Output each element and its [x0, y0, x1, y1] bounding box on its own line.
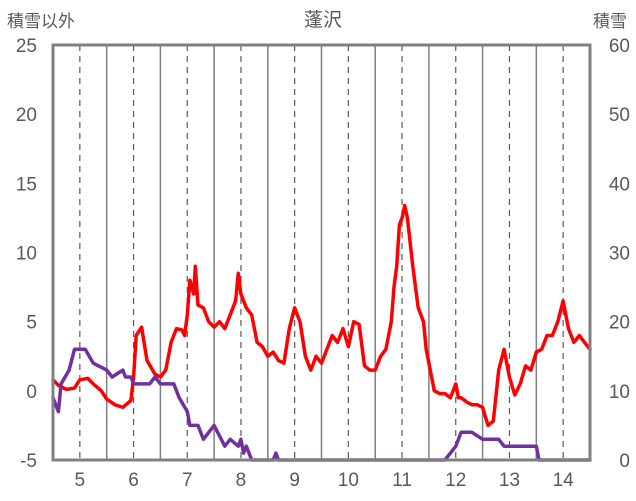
y-right-tick-label: 30	[609, 244, 630, 265]
y-left-tick-label: 15	[16, 174, 37, 195]
y-left-tick-label: 10	[16, 244, 37, 265]
y-left-tick-label: 25	[16, 36, 37, 57]
y-right-tick-label: 40	[609, 174, 630, 195]
x-tick-label: 10	[338, 470, 359, 491]
series-line-2	[51, 347, 592, 462]
series-line-1	[51, 203, 592, 428]
x-tick-label: 8	[236, 470, 247, 491]
y-left-tick-label: 0	[26, 382, 37, 403]
y-left-tick-label: 20	[16, 105, 37, 126]
y-left-tick-label: -5	[20, 451, 37, 472]
x-tick-label: 9	[289, 470, 300, 491]
chart-title: 蓬沢	[304, 9, 342, 31]
x-tick-label: 5	[75, 470, 86, 491]
right-axis-title: 積雪	[593, 12, 627, 31]
plot-frame	[51, 43, 592, 462]
y-right-tick-label: 0	[619, 451, 630, 472]
x-tick-label: 7	[182, 470, 193, 491]
series-layer	[51, 203, 592, 462]
grid	[79, 45, 564, 460]
y-right-tick-label: 20	[609, 313, 630, 334]
y-right-tick-label: 50	[609, 105, 630, 126]
x-tick-label: 14	[553, 470, 575, 491]
y-right-tick-label: 60	[609, 36, 630, 57]
y-left-tick-label: 5	[26, 313, 37, 334]
x-tick-label: 13	[499, 470, 520, 491]
x-tick-label: 12	[445, 470, 466, 491]
y-right-tick-label: 10	[609, 382, 630, 403]
x-tick-label: 11	[392, 470, 412, 491]
x-tick-label: 6	[128, 470, 139, 491]
left-axis-title: 積雪以外	[7, 12, 75, 31]
